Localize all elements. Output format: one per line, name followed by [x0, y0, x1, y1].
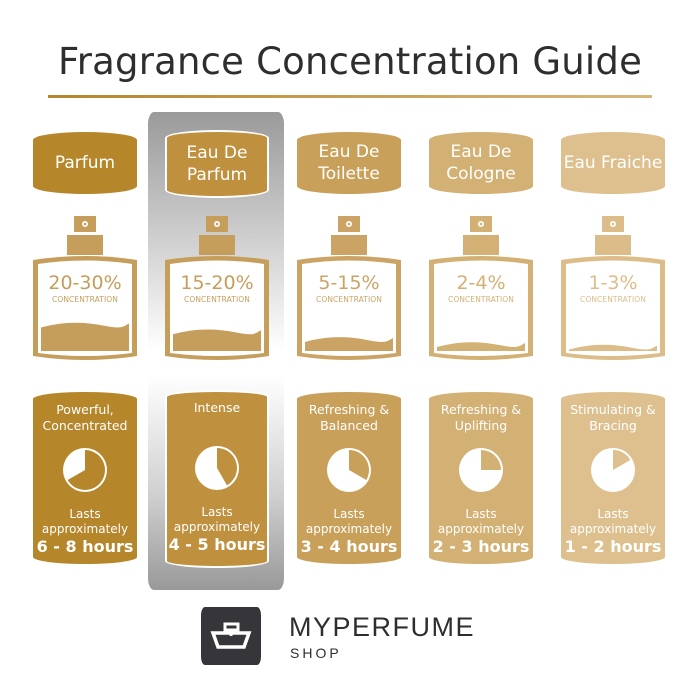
column-eau-de-parfum: Eau De Parfum 15-20% CONCENTRATION Intens…: [165, 0, 269, 700]
scent-description: Stimulating & Bracing: [570, 402, 656, 433]
liquid-level: [41, 322, 129, 351]
longevity-card: Stimulating & Bracing Lasts approximatel…: [561, 392, 665, 564]
concentration-value: 20-30%: [48, 272, 122, 294]
fragrance-type-header: Parfum: [33, 132, 137, 194]
brand-logo-icon: [201, 607, 261, 665]
concentration-label: CONCENTRATION: [580, 295, 646, 304]
column-eau-fraiche: Eau Fraiche 1-3% CONCENTRATION Stimulati…: [561, 0, 665, 700]
fragrance-type-name: Eau De Toilette: [318, 142, 380, 184]
scent-description: Refreshing & Uplifting: [440, 402, 522, 433]
bottle-icon: [297, 216, 401, 360]
duration-value: 2 - 3 hours: [432, 537, 530, 556]
title-divider: [48, 95, 652, 98]
fragrance-type-name: Parfum: [54, 153, 116, 173]
brand-name: MYPERFUME: [289, 612, 476, 642]
duration-wedge: [67, 450, 106, 490]
bottle-icon: [33, 216, 137, 360]
column-parfum: Parfum 20-30% CONCENTRATION Powerful, Co…: [33, 0, 137, 700]
duration-wedge: [349, 450, 369, 480]
column-eau-de-cologne: Eau De Cologne 2-4% CONCENTRATION Refresh…: [429, 0, 533, 700]
lasts-label: Lasts approximately: [437, 507, 525, 536]
lasts-label: Lasts approximately: [173, 505, 261, 534]
bottle-icon: [561, 216, 665, 360]
concentration-label: CONCENTRATION: [184, 295, 250, 304]
duration-wedge: [613, 450, 631, 470]
concentration-label: CONCENTRATION: [316, 295, 382, 304]
page-title: Fragrance Concentration Guide: [57, 40, 643, 83]
brand-sub: SHOP: [290, 645, 342, 661]
concentration-value: 15-20%: [180, 272, 254, 294]
fragrance-type-name: Eau De Parfum: [186, 143, 248, 185]
concentration-value: 1-3%: [588, 272, 638, 294]
duration-value: 3 - 4 hours: [300, 537, 398, 556]
concentration-value: 5-15%: [318, 272, 380, 294]
concentration-value: 2-4%: [456, 272, 506, 294]
fragrance-type-header: Eau De Parfum: [165, 130, 269, 198]
bottle-icon: [429, 216, 533, 360]
clock-pie-icon: [591, 448, 635, 492]
clock-pie-icon: [195, 446, 239, 490]
fragrance-type-header: Eau De Cologne: [429, 132, 533, 194]
concentration-label: CONCENTRATION: [448, 295, 514, 304]
scent-description: Intense: [193, 400, 241, 415]
lasts-label: Lasts approximately: [569, 507, 657, 536]
clock-pie-icon: [327, 448, 371, 492]
scent-description: Powerful, Concentrated: [42, 402, 128, 433]
longevity-card: Refreshing & Balanced Lasts approximatel…: [297, 392, 401, 564]
scent-description: Refreshing & Balanced: [308, 402, 390, 433]
lasts-label: Lasts approximately: [41, 507, 129, 536]
column-eau-de-toilette: Eau De Toilette 5-15% CONCENTRATION Refre…: [297, 0, 401, 700]
liquid-level: [305, 337, 393, 351]
liquid-level: [437, 342, 525, 351]
longevity-card: Powerful, Concentrated Lasts approximate…: [33, 392, 137, 564]
fragrance-type-name: Eau Fraiche: [563, 153, 663, 173]
fragrance-type-header: Eau De Toilette: [297, 132, 401, 194]
duration-wedge: [481, 450, 501, 470]
duration-value: 1 - 2 hours: [564, 537, 662, 556]
liquid-level: [569, 344, 657, 351]
longevity-card: Refreshing & Uplifting Lasts approximate…: [429, 392, 533, 564]
fragrance-type-name: Eau De Cologne: [446, 142, 516, 184]
bottle-icon: [165, 216, 269, 360]
fragrance-type-header: Eau Fraiche: [561, 132, 665, 194]
duration-value: 4 - 5 hours: [168, 535, 266, 554]
clock-pie-icon: [459, 448, 503, 492]
clock-pie-icon: [63, 448, 107, 492]
duration-value: 6 - 8 hours: [36, 537, 134, 556]
concentration-label: CONCENTRATION: [52, 295, 118, 304]
longevity-card: Intense Lasts approximately 4 - 5 hours: [165, 390, 269, 568]
liquid-level: [173, 329, 261, 351]
lasts-label: Lasts approximately: [305, 507, 393, 536]
duration-wedge: [217, 448, 237, 486]
